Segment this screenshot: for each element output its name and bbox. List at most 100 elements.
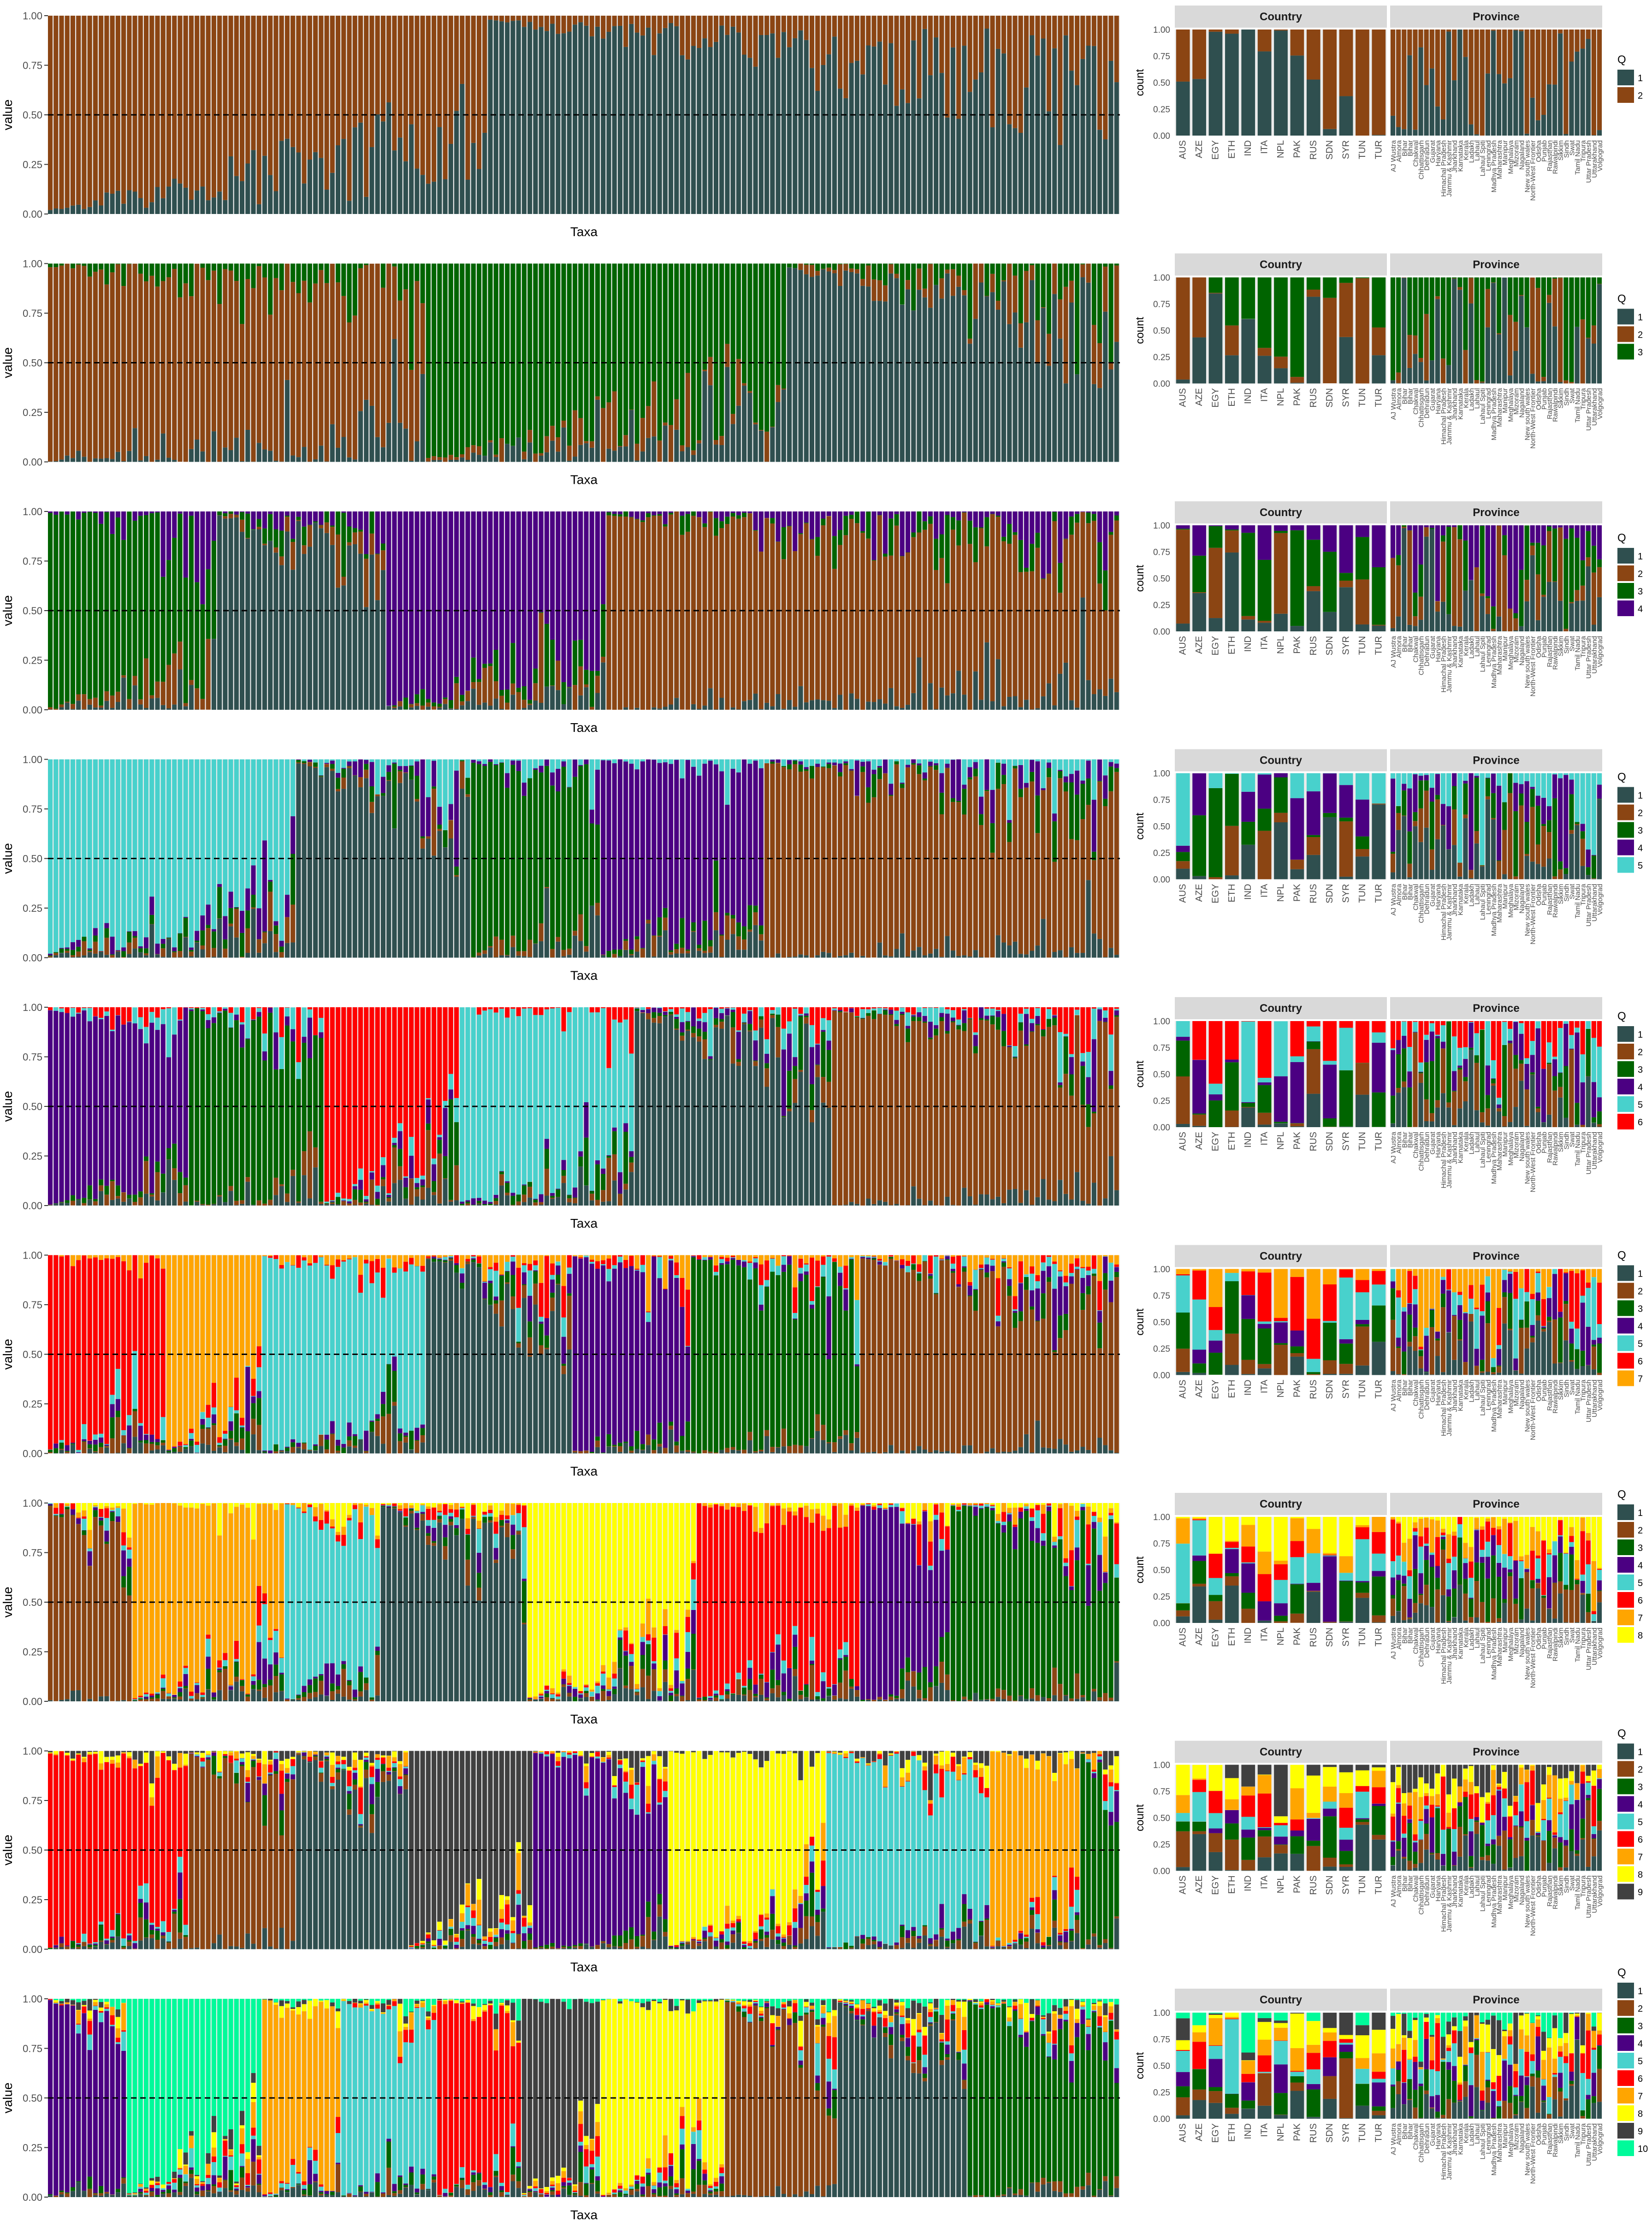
facet-y-tick-label: 0.75 (1153, 52, 1170, 62)
main-bar-segment (409, 1205, 414, 1206)
main-bar-segment (262, 511, 267, 529)
facet-bar-segment (1569, 529, 1574, 602)
facet-bar-segment (1486, 289, 1490, 327)
facet-bar-segment (1491, 1079, 1496, 1083)
main-bar-segment (838, 530, 842, 545)
main-bar-segment (93, 1201, 98, 1206)
main-bar-segment (82, 1203, 86, 1206)
facet-bar-segment (1446, 849, 1451, 879)
main-bar-segment (1052, 1016, 1057, 1018)
main-bar-segment (449, 708, 453, 710)
main-bar-segment (273, 529, 278, 547)
main-bar-segment (437, 264, 442, 457)
main-bar-segment (1086, 880, 1091, 957)
main-bar-segment (956, 1025, 961, 1029)
main-bar-segment (821, 1103, 825, 1206)
main-bar-segment (731, 424, 735, 462)
main-bar-segment (505, 16, 509, 22)
main-bar-segment (381, 1157, 385, 1165)
main-bar-segment (697, 440, 701, 444)
main-bar-segment (550, 1196, 555, 1198)
facet-bar-segment (1258, 560, 1272, 621)
main-bar-segment (618, 1194, 622, 1206)
main-bar-segment (674, 430, 679, 462)
main-bar-segment (747, 264, 752, 391)
main-bar-segment (962, 785, 966, 789)
facet-bar-segment (1413, 773, 1417, 774)
main-bar-segment (990, 274, 995, 292)
facet-bar-segment (1508, 525, 1512, 608)
facet-bar-segment (1192, 1021, 1206, 1060)
main-bar-segment (223, 200, 227, 214)
legend-key (1617, 309, 1634, 325)
facet-tick-label: AZE (1194, 884, 1204, 902)
main-bar-segment (860, 533, 865, 710)
main-bar-segment (76, 264, 81, 265)
main-bar-segment (285, 1007, 290, 1008)
main-bar-segment (629, 24, 634, 214)
main-bar-segment (793, 268, 797, 462)
main-bar-segment (764, 1087, 769, 1206)
facet-bar-segment (1592, 326, 1596, 344)
main-bar-segment (742, 939, 746, 950)
main-bar-segment (1001, 1007, 1006, 1014)
main-bar-segment (821, 65, 825, 214)
facet-bar-segment (1372, 625, 1386, 626)
main-bar-segment (973, 760, 978, 762)
main-bar-segment (347, 511, 352, 527)
main-bar-segment (432, 264, 436, 457)
main-bar-segment (358, 268, 363, 411)
facet-bar-segment (1502, 555, 1507, 631)
main-bar-segment (262, 264, 267, 278)
main-bar-segment (968, 511, 972, 521)
main-bar-segment (1086, 283, 1091, 462)
facet-bar-segment (1552, 1059, 1557, 1076)
main-bar-segment (855, 699, 859, 710)
main-bar-segment (477, 264, 481, 446)
main-bar-segment (838, 956, 842, 958)
main-bar-segment (787, 511, 792, 526)
main-bar-segment (93, 1007, 98, 1016)
main-bar-segment (1013, 1189, 1018, 1206)
main-bar-segment (505, 1183, 509, 1193)
main-bar-segment (883, 16, 888, 84)
main-bar-segment (240, 520, 244, 532)
main-bar-segment (680, 953, 685, 957)
facet-bar-segment (1241, 1108, 1255, 1127)
main-bar-segment (623, 47, 628, 214)
main-bar-segment (939, 16, 944, 73)
main-bar-segment (827, 272, 831, 462)
facet-bar-segment (1407, 30, 1412, 55)
main-bar-segment (883, 84, 888, 214)
main-bar-segment (708, 953, 713, 958)
main-bar-segment (257, 1008, 261, 1012)
main-bar-segment (934, 1035, 938, 1205)
main-bar-segment (59, 953, 64, 957)
main-bar-segment (449, 1099, 453, 1200)
facet-bar-segment (1391, 852, 1395, 854)
main-bar-segment (821, 1077, 825, 1103)
main-bar-segment (827, 1020, 831, 1040)
main-bar-segment (872, 1204, 876, 1206)
main-bar-segment (392, 1007, 397, 1138)
facet-bar-segment (1258, 1124, 1272, 1127)
main-bar-segment (99, 205, 103, 214)
main-bar-segment (516, 1205, 521, 1206)
main-bar-segment (990, 127, 995, 214)
main-bar-segment (855, 61, 859, 214)
facet-bar-segment (1592, 1123, 1596, 1127)
main-bar-segment (725, 35, 729, 214)
main-bar-segment (290, 264, 295, 282)
main-bar-segment (93, 1452, 98, 1454)
main-bar-segment (59, 1203, 64, 1206)
main-bar-segment (1080, 781, 1085, 784)
main-bar-segment (787, 1109, 792, 1111)
main-bar-segment (290, 539, 295, 542)
facet-bar-segment (1502, 802, 1507, 830)
main-bar-segment (866, 761, 870, 787)
main-bar-segment (341, 760, 346, 768)
main-bar-segment (336, 789, 340, 791)
main-bar-segment (200, 1204, 205, 1205)
main-bar-segment (804, 265, 809, 274)
main-bar-segment (996, 516, 1001, 517)
